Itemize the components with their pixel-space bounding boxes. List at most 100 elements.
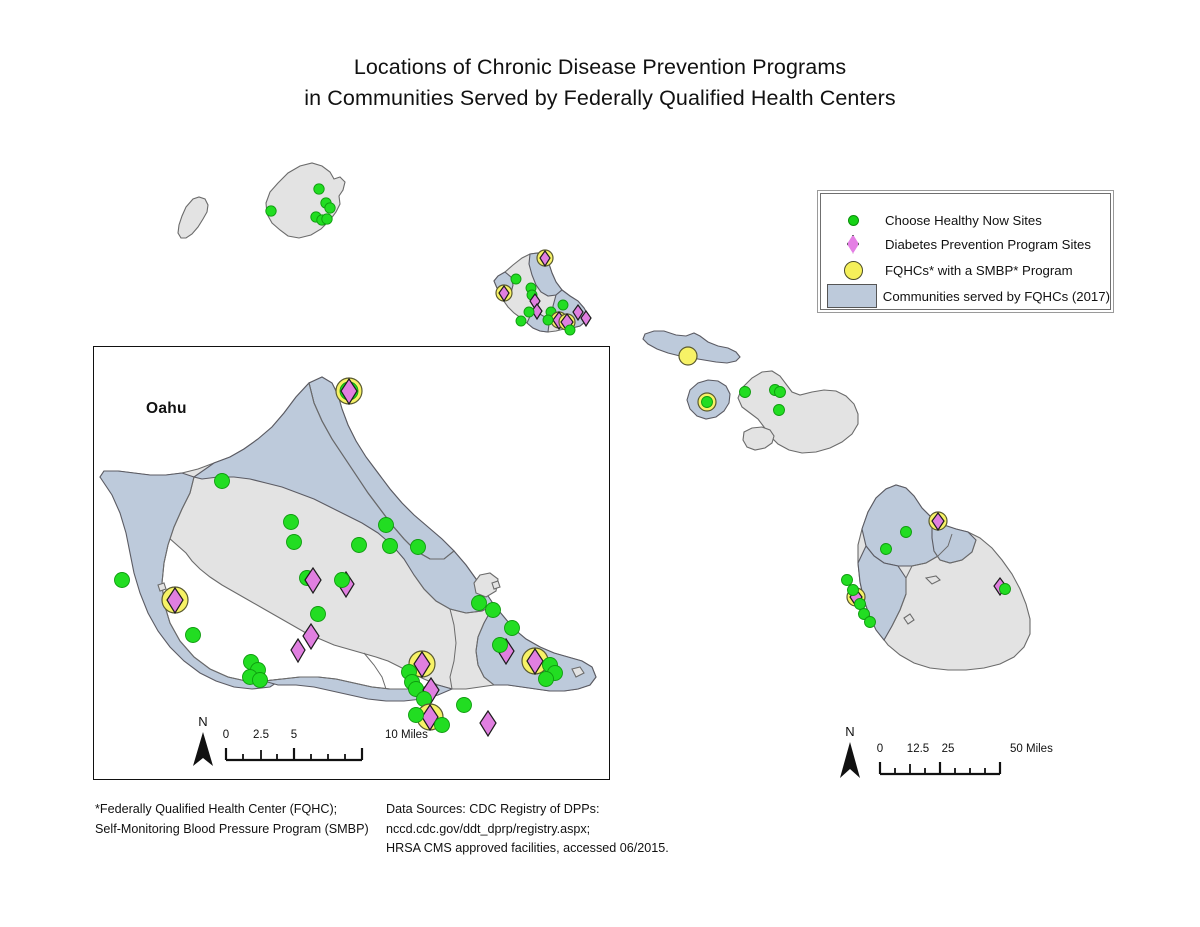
site-marker-green	[854, 598, 866, 610]
footnote-line: Data Sources: CDC Registry of DPPs:	[386, 802, 600, 816]
site-marker-green	[185, 627, 201, 643]
footnote-line: nccd.cdc.gov/ddt_dprp/registry.aspx;	[386, 821, 591, 836]
site-marker-green	[313, 183, 325, 195]
site-marker-green	[542, 314, 554, 326]
site-marker-green	[456, 697, 472, 713]
oahu-district-boundary-4	[475, 622, 495, 686]
markers-oahu-small	[495, 249, 592, 336]
site-marker-green	[880, 543, 892, 555]
oahu-district-boundary-7	[449, 608, 457, 690]
main-scalebar: N 0 12.5 25 50 Miles	[840, 724, 1053, 778]
site-marker-green	[841, 574, 853, 586]
yellow-circle-icon	[821, 260, 885, 280]
site-marker-green	[900, 526, 912, 538]
dpp-marker	[526, 647, 544, 676]
island-niihau	[177, 196, 209, 239]
dpp-marker	[413, 650, 431, 679]
main-scale-tick: 12.5	[907, 743, 929, 755]
site-marker-green	[774, 386, 786, 398]
site-marker-green	[557, 299, 569, 311]
hawaii-interior-boundary	[891, 533, 953, 627]
north-arrow-icon	[193, 732, 213, 766]
site-marker-green	[564, 324, 576, 336]
oahu-district-boundary-1	[308, 382, 455, 560]
main-scale-tick: 0	[877, 743, 883, 755]
oahu-district-boundary-6	[363, 652, 387, 690]
inset-scale-tick: 5	[291, 729, 297, 741]
dpp-marker	[166, 586, 184, 615]
community-region-central	[192, 381, 495, 614]
dpp-marker	[479, 709, 497, 738]
site-marker-green	[408, 707, 424, 723]
site-marker-green	[538, 671, 554, 687]
island-kahoolawe	[742, 426, 775, 451]
dpp-marker	[539, 249, 551, 268]
inset-north-label: N	[198, 714, 207, 729]
site-marker-green	[510, 273, 522, 285]
footnote-line: Self-Monitoring Blood Pressure Program (…	[95, 821, 369, 836]
island-molokai	[642, 330, 741, 364]
site-marker-green	[286, 534, 302, 550]
oahu-inset-panel: Oahu N 0 2.5 5 10 Miles	[93, 346, 610, 780]
site-marker-green	[310, 606, 326, 622]
site-marker-green	[701, 396, 713, 408]
green-dot-icon	[821, 214, 885, 226]
site-marker-green	[485, 602, 501, 618]
magenta-diamond-icon	[821, 234, 885, 254]
site-marker-green	[847, 584, 859, 596]
inset-scale-tick: 10 Miles	[385, 729, 428, 741]
site-marker-green	[773, 404, 785, 416]
figure-title-line-2: in Communities Served by Federally Quali…	[304, 86, 896, 111]
site-marker-green	[471, 595, 487, 611]
dpp-marker	[531, 302, 543, 321]
hawaii-interior-boundary-2	[933, 539, 977, 564]
dpp-marker	[572, 303, 584, 322]
legend-item-communities-served: Communities served by FQHCs (2017)	[821, 284, 1110, 308]
blue-swatch-icon	[821, 284, 883, 308]
dpp-marker	[304, 566, 322, 595]
footnote-data-sources: Data Sources: CDC Registry of DPPs: nccd…	[386, 800, 669, 859]
footnote-line: *Federally Qualified Health Center (FQHC…	[95, 802, 338, 816]
dpp-marker	[580, 309, 592, 328]
legend-item-choose-healthy-now: Choose Healthy Now Sites	[821, 208, 1110, 232]
dpp-marker	[421, 703, 439, 732]
main-scale-tick: 50 Miles	[1010, 743, 1053, 755]
site-marker-green	[265, 205, 277, 217]
site-marker-green	[283, 514, 299, 530]
inset-scalebar: N 0 2.5 5 10 Miles	[193, 714, 428, 766]
legend-item-diabetes-prevention: Diabetes Prevention Program Sites	[821, 232, 1110, 256]
site-marker-green	[999, 583, 1011, 595]
site-marker-green	[492, 637, 508, 653]
small-islet-2	[157, 582, 167, 592]
site-marker-green	[523, 306, 535, 318]
main-scale-tick: 25	[942, 743, 955, 755]
main-north-label: N	[845, 724, 854, 739]
site-marker-green	[858, 608, 870, 620]
hawaii-inner-detail-2	[903, 613, 915, 625]
site-marker-green	[214, 473, 230, 489]
oahu-inset-map	[99, 376, 597, 738]
kaneohe-bay-islet	[491, 580, 501, 590]
markers-kauai	[265, 183, 336, 226]
inset-title-oahu: Oahu	[146, 400, 187, 417]
site-marker-green	[252, 672, 268, 688]
dpp-marker	[498, 284, 510, 303]
oahu-inset-markers	[114, 377, 563, 738]
map-legend: Choose Healthy Now Sites Diabetes Preven…	[817, 190, 1114, 313]
site-marker-green	[382, 538, 398, 554]
legend-item-fqhc-smbp: FQHCs* with a SMBP* Program	[821, 258, 1110, 282]
figure-title-line-1: Locations of Chronic Disease Prevention …	[353, 55, 847, 79]
figure-title: Locations of Chronic Disease Prevention …	[0, 52, 1200, 114]
legend-label: Choose Healthy Now Sites	[885, 212, 1042, 228]
legend-label: Diabetes Prevention Program Sites	[885, 236, 1091, 252]
legend-label: FQHCs* with a SMBP* Program	[885, 262, 1073, 278]
footnote-line: HRSA CMS approved facilities, accessed 0…	[386, 841, 669, 856]
footnote-definitions: *Federally Qualified Health Center (FQHC…	[95, 800, 369, 839]
site-marker-green	[351, 537, 367, 553]
site-marker-green	[504, 620, 520, 636]
site-marker-green	[324, 202, 336, 214]
site-marker-green	[410, 539, 426, 555]
legend-label: Communities served by FQHCs (2017)	[882, 288, 1110, 304]
